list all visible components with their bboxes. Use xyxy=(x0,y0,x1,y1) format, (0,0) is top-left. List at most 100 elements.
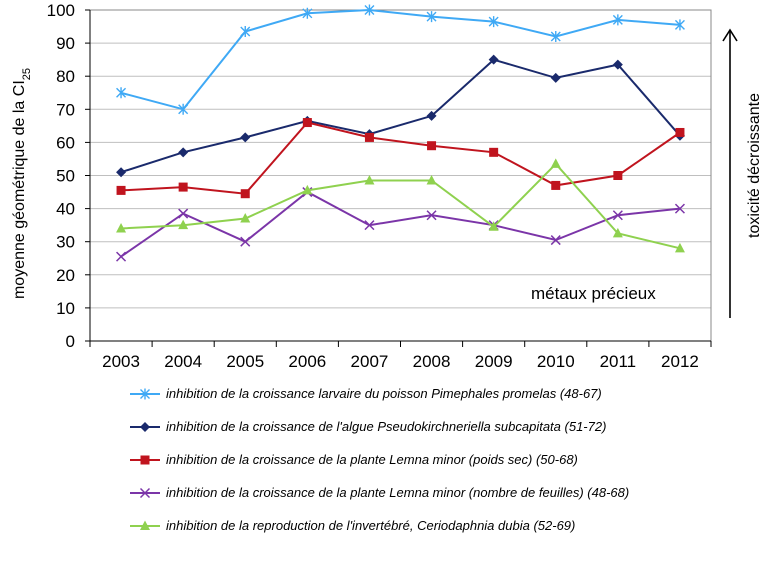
legend-item-0: inhibition de la croissance larvaire du … xyxy=(130,382,770,406)
series-1-point-2005 xyxy=(240,132,251,143)
series-2-point-2004 xyxy=(178,182,188,192)
series-4-point-2007 xyxy=(364,174,375,185)
legend: inhibition de la croissance larvaire du … xyxy=(130,382,770,547)
series-1-point-2004 xyxy=(178,147,189,158)
series-4 xyxy=(116,158,685,253)
y-tick-label-10: 10 xyxy=(56,299,75,318)
y-tick-label-90: 90 xyxy=(56,34,75,53)
series-1 xyxy=(116,54,685,178)
legend-swatch-0 xyxy=(130,388,160,400)
series-4-line xyxy=(120,162,681,250)
x-tick-label-2010: 2010 xyxy=(537,352,575,371)
legend-swatch-3 xyxy=(130,487,160,499)
series-0-point-2008 xyxy=(426,11,437,23)
y-tick-label-70: 70 xyxy=(56,100,75,119)
series-1-point-2009 xyxy=(488,54,499,65)
legend-swatch-marker-3 xyxy=(139,487,151,499)
series-4-point-2010 xyxy=(550,158,561,168)
legend-label-2: inhibition de la croissance de la plante… xyxy=(166,452,578,467)
y-gridlines xyxy=(90,9,711,309)
series-0-point-2005 xyxy=(240,26,251,38)
axes: 0 10 20 30 40 50 60 70 80 90 100 2003 2004 2005 2006 20… xyxy=(47,1,712,371)
legend-label-0: inhibition de la croissance larvaire du … xyxy=(166,386,602,401)
series-1-point-2008 xyxy=(426,110,437,121)
y-axis-title: moyenne géométrique de la CI25 xyxy=(11,68,33,299)
y-tick-label-100: 100 xyxy=(47,1,75,20)
x-tick-label-2006: 2006 xyxy=(288,352,326,371)
x-tick-label-2011: 2011 xyxy=(600,352,637,371)
series-1-point-2010 xyxy=(550,72,561,83)
series-2-point-2005 xyxy=(240,189,250,199)
series-3-point-2003 xyxy=(116,251,127,262)
series-2-point-2009 xyxy=(489,147,499,157)
annotation-metaux-precieux: métaux précieux xyxy=(531,284,656,303)
y-tick-label-0: 0 xyxy=(66,332,75,351)
series-4-point-2005 xyxy=(240,213,251,223)
x-tick-label-2007: 2007 xyxy=(351,352,389,371)
series-group xyxy=(116,4,685,262)
toxicity-arrow xyxy=(722,28,738,318)
series-0-line xyxy=(120,8,681,111)
x-tick-label-2003: 2003 xyxy=(102,352,140,371)
series-4-point-2009 xyxy=(488,221,499,231)
series-2-point-2012 xyxy=(675,127,685,137)
series-0-point-2004 xyxy=(178,103,189,115)
series-2 xyxy=(116,118,685,199)
y-tick-label-40: 40 xyxy=(56,200,75,219)
series-4-point-2008 xyxy=(426,174,437,185)
legend-swatch-2 xyxy=(130,455,160,465)
series-3-point-2004 xyxy=(178,208,189,219)
series-4-point-2003 xyxy=(116,222,127,233)
series-3-point-2012 xyxy=(674,203,685,214)
series-0 xyxy=(116,4,685,115)
series-0-point-2003 xyxy=(116,87,127,99)
series-2-point-2007 xyxy=(364,132,374,142)
y-tick-label-30: 30 xyxy=(56,233,75,252)
series-3-point-2007 xyxy=(364,220,375,231)
legend-swatch-marker-4 xyxy=(140,520,150,530)
series-4-point-2004 xyxy=(178,219,189,230)
x-tick-label-2004: 2004 xyxy=(164,352,202,371)
legend-item-1: inhibition de la croissance de l'algue P… xyxy=(130,415,770,439)
series-2-point-2010 xyxy=(551,180,561,190)
series-4-point-2012 xyxy=(674,242,685,253)
y-tick-label-50: 50 xyxy=(56,167,75,186)
y-tick-label-20: 20 xyxy=(56,266,75,285)
series-3 xyxy=(116,187,685,262)
legend-swatch-4 xyxy=(130,520,160,530)
x-tick-label-2012: 2012 xyxy=(661,352,699,371)
series-0-point-2011 xyxy=(612,14,623,26)
series-4-point-2011 xyxy=(612,227,623,238)
legend-swatch-marker-2 xyxy=(140,455,150,465)
legend-item-2: inhibition de la croissance de la plante… xyxy=(130,448,770,472)
right-axis-label-toxicite: toxicité décroissante xyxy=(746,93,763,238)
series-2-point-2006 xyxy=(302,118,312,128)
x-tick-label-2009: 2009 xyxy=(475,352,513,371)
series-0-point-2007 xyxy=(364,4,375,16)
series-1-line xyxy=(120,58,681,174)
legend-swatch-1 xyxy=(130,422,160,432)
x-tick-label-2005: 2005 xyxy=(226,352,264,371)
series-3-point-2011 xyxy=(612,210,623,221)
y-tick-label-60: 60 xyxy=(56,133,75,152)
legend-label-4: inhibition de la reproduction de l'inver… xyxy=(166,518,576,533)
series-3-point-2008 xyxy=(426,210,437,221)
x-tick-label-2008: 2008 xyxy=(413,352,451,371)
series-3-line xyxy=(120,190,681,258)
series-0-point-2006 xyxy=(302,7,313,19)
series-2-point-2011 xyxy=(613,171,623,180)
y-tick-label-80: 80 xyxy=(56,67,75,86)
legend-label-1: inhibition de la croissance de l'algue P… xyxy=(166,419,607,434)
series-0-point-2010 xyxy=(550,30,561,42)
series-3-point-2005 xyxy=(240,236,251,247)
series-0-point-2009 xyxy=(488,16,499,28)
series-2-line xyxy=(120,121,681,195)
series-1-point-2011 xyxy=(612,59,623,70)
series-4-point-2006 xyxy=(302,184,313,195)
series-2-point-2008 xyxy=(427,141,437,151)
series-0-point-2012 xyxy=(674,19,685,31)
legend-label-3: inhibition de la croissance de la plante… xyxy=(166,485,630,500)
legend-swatch-marker-0 xyxy=(140,388,150,400)
series-2-point-2003 xyxy=(116,185,126,195)
